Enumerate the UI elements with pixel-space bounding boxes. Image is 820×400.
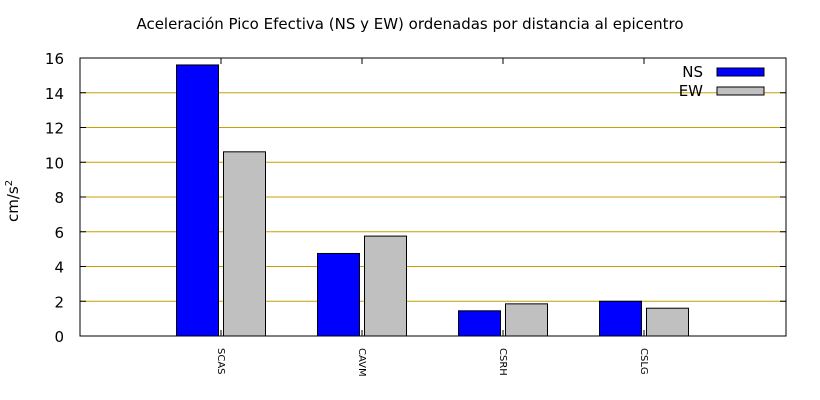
- y-tick-label: 6: [54, 224, 64, 242]
- y-tick-label: 0: [54, 328, 64, 346]
- y-tick-label: 4: [54, 259, 64, 277]
- bar-ew: [223, 151, 266, 337]
- x-tick-label: CAVM: [356, 348, 367, 377]
- bar-ew: [646, 307, 689, 337]
- y-tick-label: 14: [45, 85, 64, 103]
- bar-ew: [505, 303, 548, 337]
- bar-ns: [176, 64, 219, 337]
- y-tick-label: 8: [54, 189, 64, 207]
- x-tick-label: CSLG: [638, 348, 649, 375]
- x-tick-label: CSRH: [497, 348, 508, 376]
- chart-title: Aceleración Pico Efectiva (NS y EW) orde…: [136, 15, 684, 33]
- bar-ns: [458, 310, 501, 337]
- legend-label: NS: [682, 63, 703, 81]
- y-tick-label: 12: [45, 120, 64, 138]
- legend-label: EW: [679, 82, 703, 100]
- bar-ns: [599, 300, 642, 337]
- y-tick-label: 2: [54, 293, 64, 311]
- legend-swatch: [716, 86, 765, 96]
- bar-ns: [317, 252, 360, 337]
- bar-ew: [364, 235, 407, 337]
- legend-swatch: [716, 67, 765, 77]
- plot-border: [79, 57, 787, 337]
- y-tick-label: 10: [45, 154, 64, 172]
- x-tick-label: SCAS: [215, 348, 226, 375]
- y-tick-label: 16: [45, 50, 64, 68]
